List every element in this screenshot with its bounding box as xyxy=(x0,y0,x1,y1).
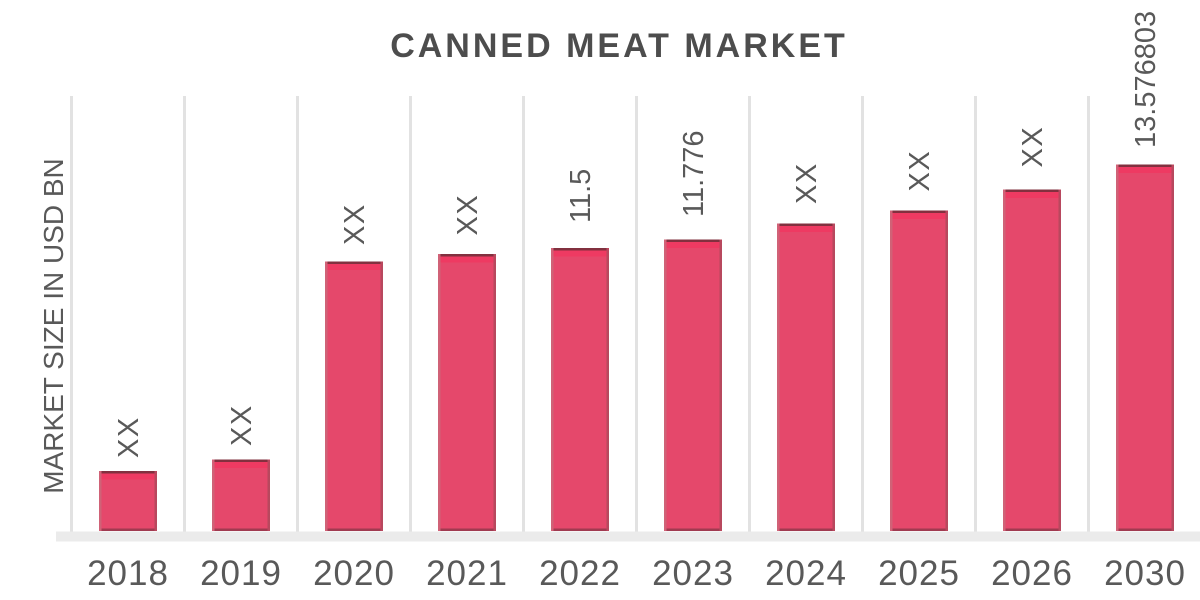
svg-text:XX: XX xyxy=(113,416,145,458)
svg-text:XX: XX xyxy=(452,194,484,236)
svg-text:CANNED MEAT MARKET: CANNED MEAT MARKET xyxy=(390,27,848,65)
svg-text:2018: 2018 xyxy=(87,554,169,593)
svg-text:MARKET SIZE IN USD BN: MARKET SIZE IN USD BN xyxy=(38,158,69,494)
svg-text:XX: XX xyxy=(791,162,823,204)
svg-text:2025: 2025 xyxy=(878,554,960,593)
svg-text:2023: 2023 xyxy=(652,554,734,593)
svg-text:2019: 2019 xyxy=(200,554,282,593)
svg-text:XX: XX xyxy=(339,203,371,245)
svg-text:XX: XX xyxy=(1017,126,1049,168)
svg-text:2026: 2026 xyxy=(991,554,1073,593)
svg-text:XX: XX xyxy=(904,150,936,192)
svg-text:11.776: 11.776 xyxy=(678,130,710,217)
svg-text:13.576803: 13.576803 xyxy=(1130,11,1162,148)
svg-text:11.5: 11.5 xyxy=(565,169,597,223)
svg-text:2030: 2030 xyxy=(1104,554,1186,593)
svg-text:2024: 2024 xyxy=(765,554,847,593)
svg-text:XX: XX xyxy=(226,404,258,446)
svg-text:2020: 2020 xyxy=(313,554,395,593)
svg-text:2021: 2021 xyxy=(426,554,508,593)
svg-text:2022: 2022 xyxy=(539,554,621,593)
